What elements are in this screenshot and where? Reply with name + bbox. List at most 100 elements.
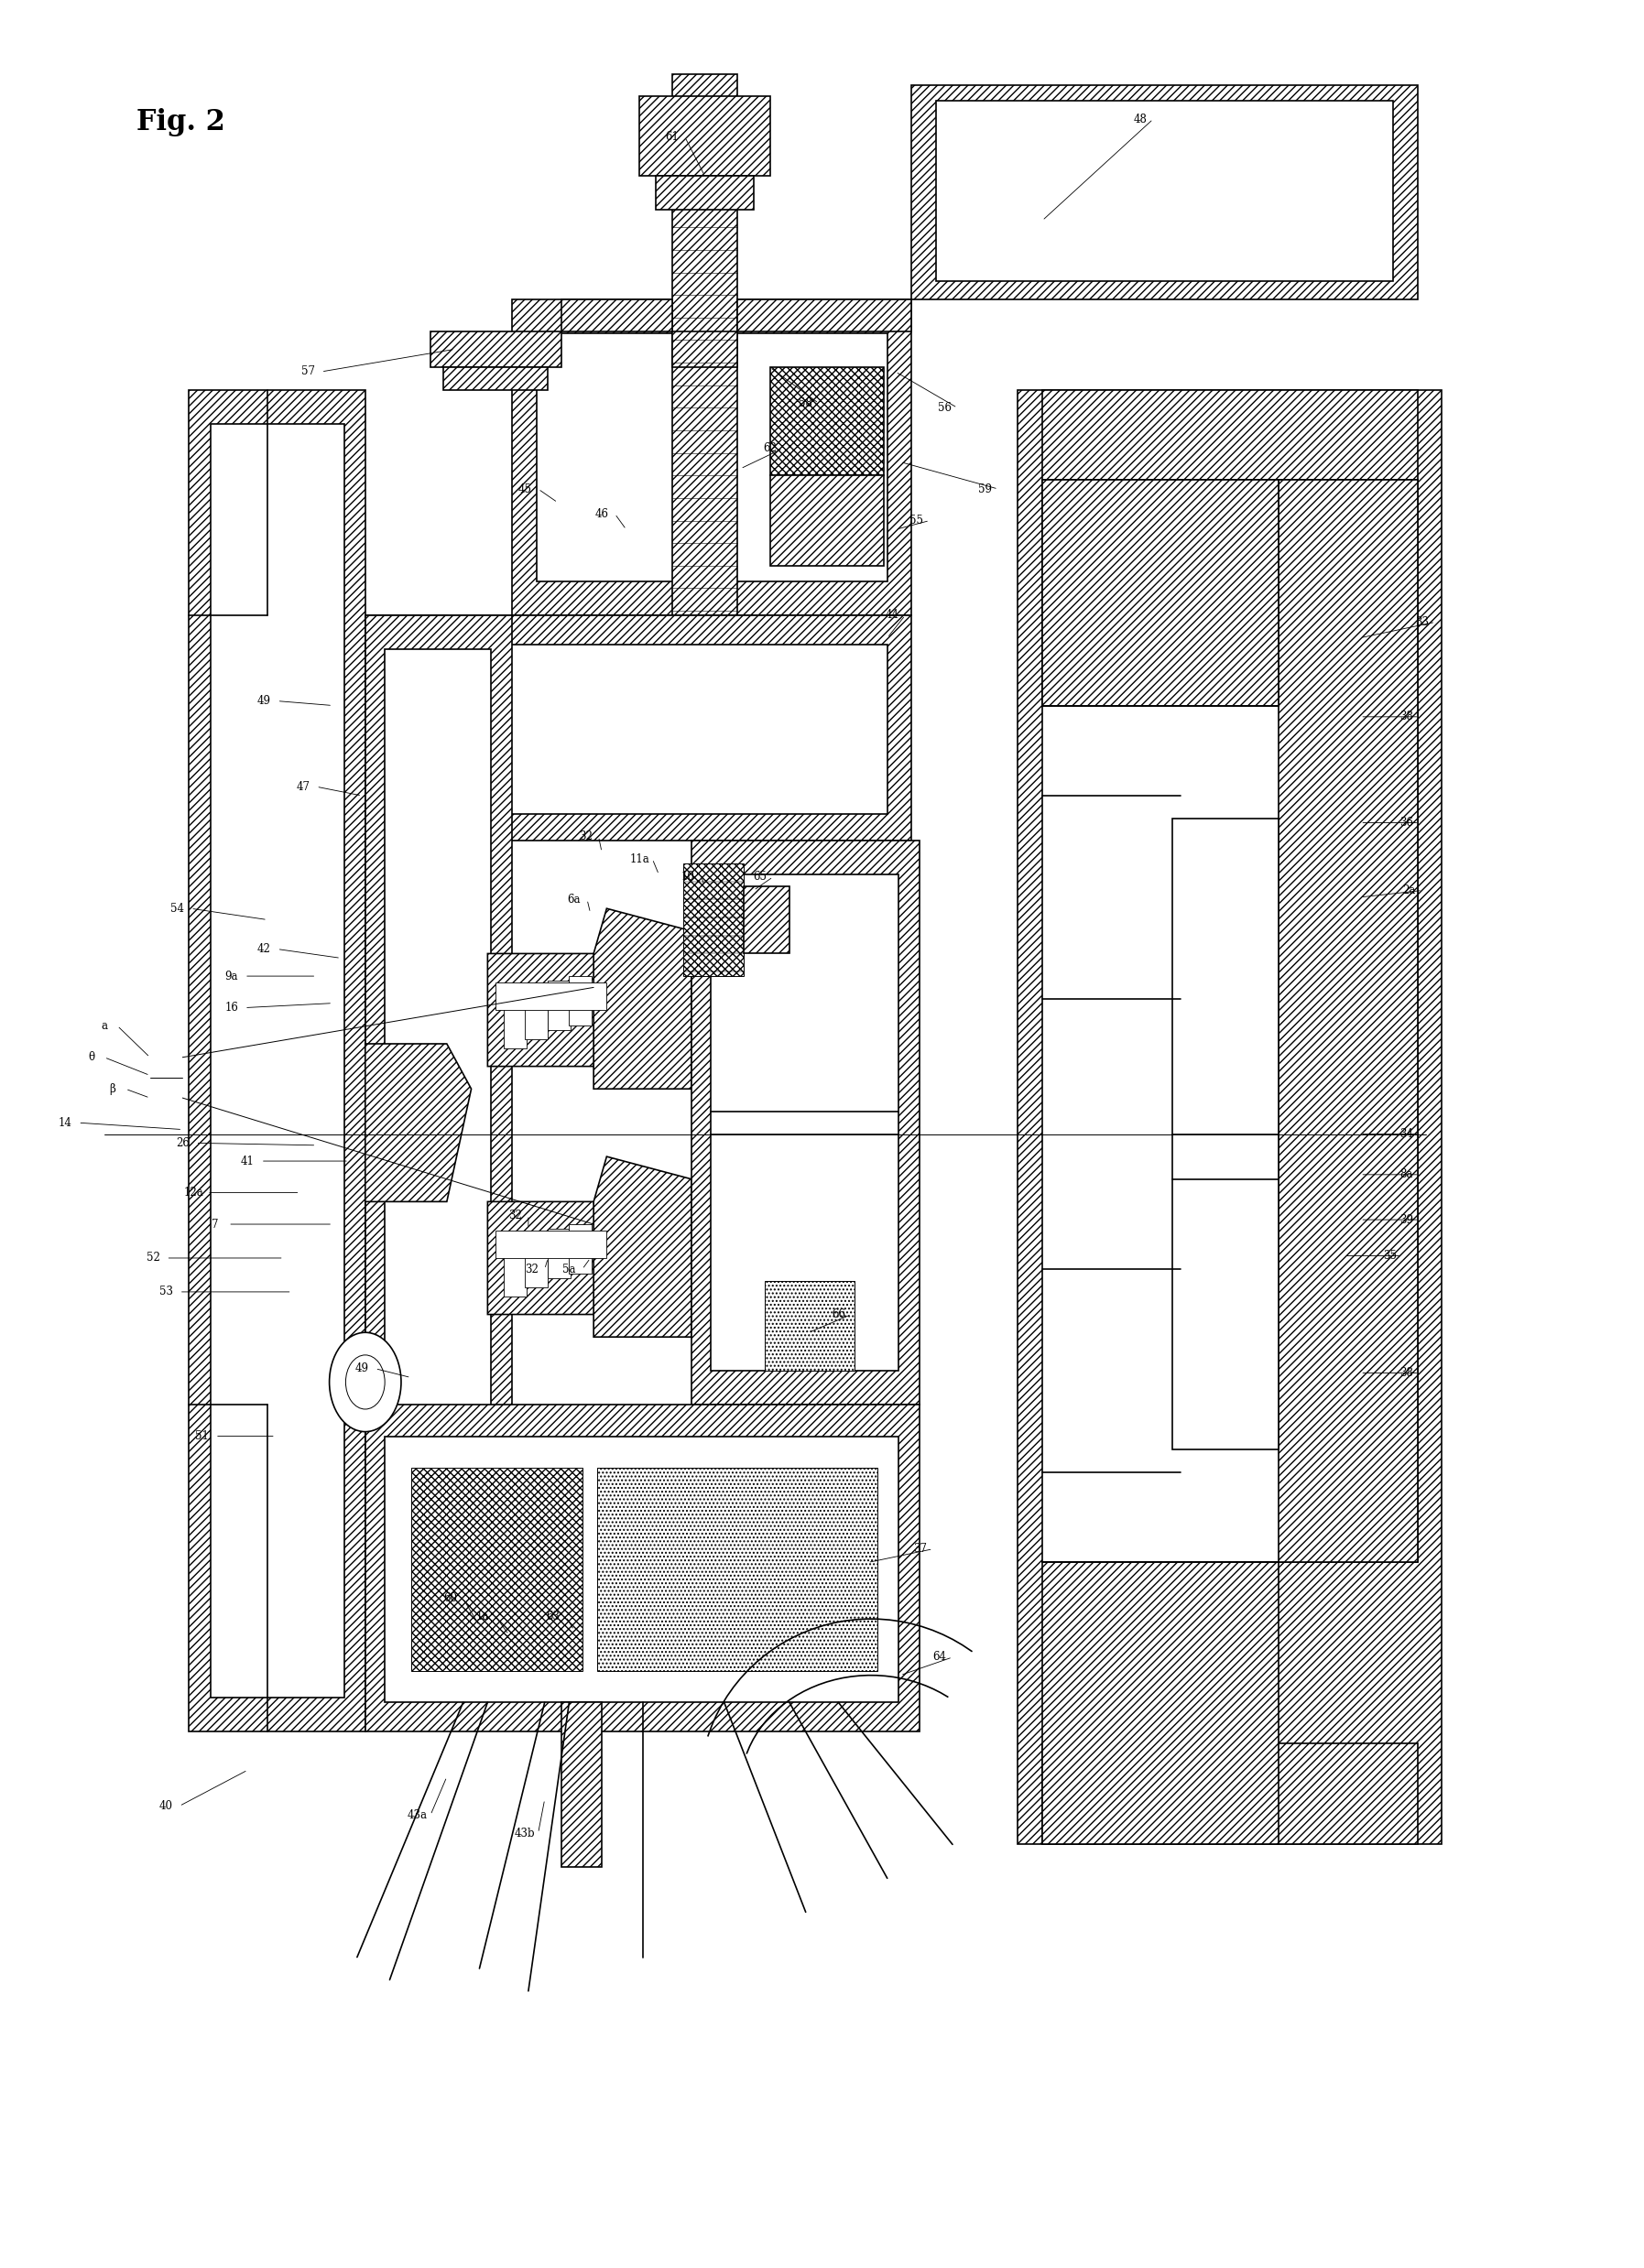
Polygon shape bbox=[488, 1202, 607, 1315]
Text: 16: 16 bbox=[225, 1002, 238, 1014]
Polygon shape bbox=[1042, 1563, 1279, 1844]
Polygon shape bbox=[569, 1225, 592, 1275]
Polygon shape bbox=[547, 980, 570, 1030]
Text: 51: 51 bbox=[196, 1431, 209, 1442]
Text: 46: 46 bbox=[595, 508, 608, 519]
Circle shape bbox=[345, 1354, 385, 1408]
Bar bbox=[411, 1467, 582, 1672]
Polygon shape bbox=[593, 909, 692, 1089]
Polygon shape bbox=[1042, 1742, 1417, 1844]
Polygon shape bbox=[524, 989, 547, 1039]
Polygon shape bbox=[511, 299, 912, 615]
Text: 54: 54 bbox=[171, 903, 184, 914]
Text: 36: 36 bbox=[1399, 816, 1412, 828]
Text: 49: 49 bbox=[256, 694, 271, 708]
Polygon shape bbox=[444, 367, 547, 390]
Text: 57: 57 bbox=[301, 365, 316, 379]
Polygon shape bbox=[672, 331, 737, 367]
Text: 55: 55 bbox=[909, 515, 924, 526]
Text: 43a: 43a bbox=[408, 1810, 427, 1821]
Text: 2a: 2a bbox=[1402, 885, 1415, 896]
Polygon shape bbox=[431, 331, 561, 367]
Text: θ: θ bbox=[87, 1052, 94, 1064]
Polygon shape bbox=[365, 615, 447, 841]
Bar bbox=[385, 1436, 899, 1703]
Text: 43b: 43b bbox=[515, 1828, 536, 1839]
Bar bbox=[764, 1281, 855, 1370]
Polygon shape bbox=[547, 1229, 570, 1279]
Text: 11a: 11a bbox=[630, 853, 649, 864]
Polygon shape bbox=[1042, 481, 1279, 705]
Polygon shape bbox=[743, 887, 789, 953]
Polygon shape bbox=[505, 1247, 526, 1297]
Text: 62: 62 bbox=[763, 442, 776, 454]
Polygon shape bbox=[769, 367, 884, 476]
Text: 35: 35 bbox=[1383, 1250, 1396, 1261]
Bar bbox=[385, 649, 492, 1483]
Text: 33: 33 bbox=[1415, 617, 1429, 628]
Polygon shape bbox=[1018, 390, 1442, 1844]
Polygon shape bbox=[593, 1157, 692, 1336]
Polygon shape bbox=[769, 476, 884, 565]
Text: 40: 40 bbox=[159, 1801, 173, 1812]
Text: 42: 42 bbox=[258, 943, 271, 955]
Polygon shape bbox=[684, 864, 743, 975]
Text: 32: 32 bbox=[508, 1209, 523, 1220]
Text: 63: 63 bbox=[546, 1610, 559, 1622]
Text: 26: 26 bbox=[176, 1136, 189, 1150]
Text: 9a: 9a bbox=[225, 971, 238, 982]
Polygon shape bbox=[365, 1404, 921, 1733]
Text: 47: 47 bbox=[296, 780, 311, 792]
Text: 49: 49 bbox=[355, 1363, 368, 1374]
Text: 38: 38 bbox=[1399, 1368, 1412, 1379]
Circle shape bbox=[329, 1334, 401, 1431]
Polygon shape bbox=[1042, 390, 1417, 481]
Polygon shape bbox=[365, 615, 511, 1517]
Text: a: a bbox=[100, 1021, 107, 1032]
Polygon shape bbox=[672, 75, 737, 615]
Text: 41: 41 bbox=[242, 1154, 255, 1168]
Polygon shape bbox=[268, 615, 365, 909]
Text: 5a: 5a bbox=[562, 1263, 575, 1275]
Text: 52: 52 bbox=[146, 1252, 159, 1263]
Polygon shape bbox=[365, 1043, 472, 1202]
Bar bbox=[597, 1467, 878, 1672]
Text: 60: 60 bbox=[444, 1592, 457, 1603]
Text: 66: 66 bbox=[832, 1309, 845, 1320]
Text: 45: 45 bbox=[518, 483, 533, 494]
Text: 64: 64 bbox=[932, 1651, 947, 1662]
Polygon shape bbox=[189, 390, 365, 1733]
Polygon shape bbox=[656, 175, 753, 209]
Text: 14: 14 bbox=[58, 1116, 72, 1129]
Text: 37: 37 bbox=[912, 1542, 927, 1556]
Text: 6a: 6a bbox=[567, 894, 580, 905]
Text: 53: 53 bbox=[159, 1286, 173, 1297]
Bar bbox=[390, 644, 888, 814]
Polygon shape bbox=[692, 841, 921, 1404]
Text: 38: 38 bbox=[1399, 710, 1412, 723]
Bar bbox=[496, 982, 607, 1009]
Text: 12a: 12a bbox=[184, 1186, 204, 1198]
Polygon shape bbox=[640, 98, 769, 175]
Polygon shape bbox=[569, 975, 592, 1025]
Text: 48: 48 bbox=[1133, 113, 1148, 125]
Text: 61: 61 bbox=[666, 132, 679, 143]
Bar bbox=[935, 102, 1392, 281]
Text: 32: 32 bbox=[524, 1263, 539, 1275]
Text: 1a: 1a bbox=[477, 1610, 490, 1622]
Polygon shape bbox=[1279, 481, 1417, 1563]
Polygon shape bbox=[365, 841, 447, 1043]
Text: Fig. 2: Fig. 2 bbox=[136, 109, 225, 136]
Bar bbox=[536, 333, 888, 581]
Bar bbox=[712, 875, 899, 1370]
Text: 44: 44 bbox=[884, 610, 899, 621]
Polygon shape bbox=[561, 1703, 602, 1867]
Text: 59: 59 bbox=[978, 483, 991, 494]
Polygon shape bbox=[561, 299, 672, 331]
Text: 65: 65 bbox=[753, 871, 766, 882]
Polygon shape bbox=[737, 299, 912, 331]
Text: β: β bbox=[109, 1082, 115, 1095]
Bar bbox=[496, 1232, 607, 1259]
Polygon shape bbox=[912, 86, 1417, 299]
Polygon shape bbox=[505, 998, 526, 1048]
